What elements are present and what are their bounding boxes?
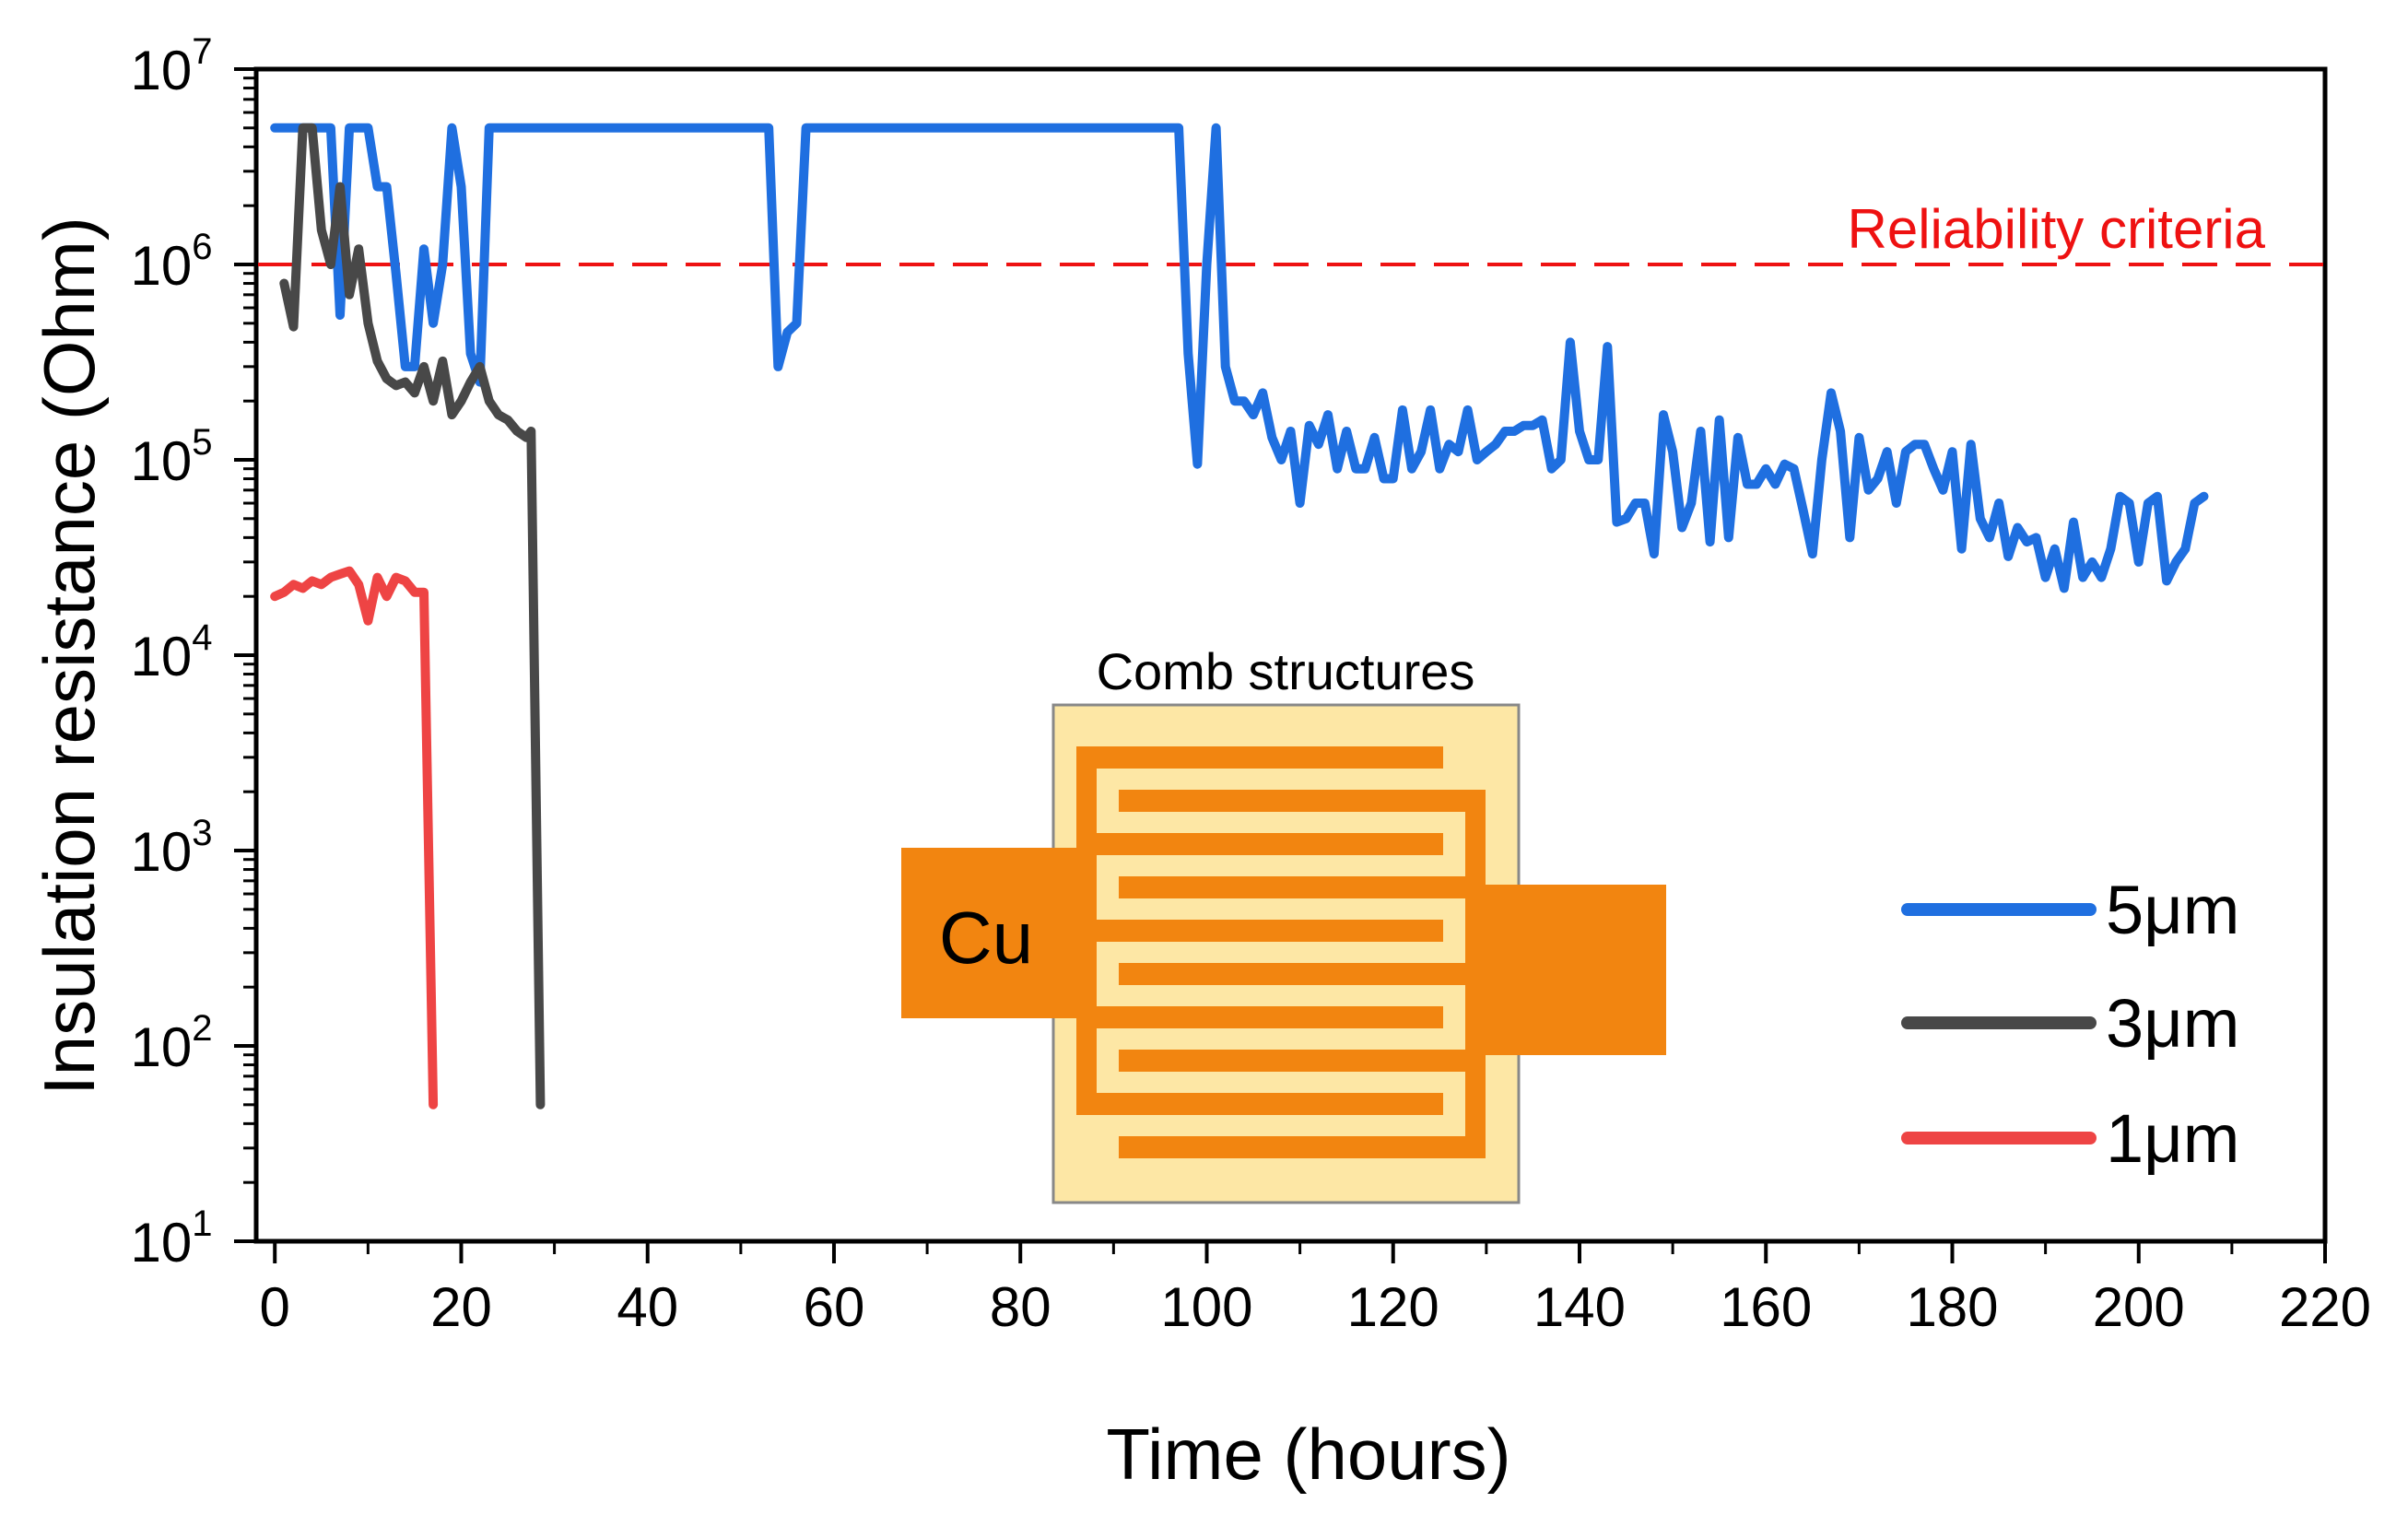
inset-title: Comb structures <box>1097 642 1475 700</box>
left-comb-finger <box>1076 1006 1443 1028</box>
y-tick-label: 106 <box>131 227 213 297</box>
comb-structure-inset: Comb structures Cu <box>901 642 1666 1204</box>
right-comb-finger <box>1119 876 1486 898</box>
x-tick-label: 40 <box>617 1276 678 1338</box>
y-tick-label: 105 <box>131 422 213 492</box>
series-line-2 <box>270 566 439 1109</box>
x-axis-ticks: 0 20 40 60 80 100 120 140 160 180 200 220 <box>260 1241 2371 1338</box>
left-comb-finger <box>1076 920 1443 942</box>
cu-label: Cu <box>939 897 1033 979</box>
y-tick-label: 107 <box>131 31 213 101</box>
y-tick-label: 104 <box>131 617 213 687</box>
x-tick-label: 180 <box>1906 1276 1998 1338</box>
y-axis-ticks: 101 102 103 104 105 106 107 <box>131 31 256 1274</box>
data-series <box>270 123 2209 1109</box>
x-tick-label: 20 <box>430 1276 492 1338</box>
right-comb-finger <box>1119 1050 1486 1072</box>
y-tick-label: 103 <box>131 813 213 883</box>
y-tick-label: 102 <box>131 1008 213 1078</box>
y-tick-label: 101 <box>131 1203 213 1274</box>
right-cu-pad <box>1482 885 1666 1055</box>
legend: 5μm 3μm 1μm <box>1901 872 2239 1177</box>
x-tick-label: 220 <box>2279 1276 2371 1338</box>
x-tick-label: 0 <box>260 1276 290 1338</box>
legend-label: 3μm <box>2106 985 2239 1062</box>
left-comb-finger <box>1076 833 1443 855</box>
x-axis-title: Time (hours) <box>1106 1414 1510 1495</box>
x-tick-label: 100 <box>1160 1276 1252 1338</box>
right-comb-finger <box>1119 790 1486 812</box>
legend-label: 5μm <box>2106 872 2239 948</box>
left-comb-finger <box>1076 1093 1443 1115</box>
x-tick-label: 120 <box>1347 1276 1439 1338</box>
series-line-0 <box>270 123 2209 593</box>
x-tick-label: 80 <box>990 1276 1051 1338</box>
x-tick-label: 160 <box>1720 1276 1812 1338</box>
x-tick-label: 140 <box>1533 1276 1626 1338</box>
reliability-criteria-label: Reliability criteria <box>1848 198 2266 260</box>
series-line-1 <box>279 123 546 1109</box>
legend-label: 1μm <box>2106 1100 2239 1177</box>
right-comb-finger <box>1119 963 1486 985</box>
left-cu-pad <box>901 848 1090 1018</box>
x-tick-label: 200 <box>2093 1276 2185 1338</box>
inset-background <box>1051 703 1521 1204</box>
y-axis-title: Insulation resistance (Ohm) <box>29 217 110 1096</box>
left-comb-finger <box>1076 746 1443 769</box>
right-comb-finger <box>1119 1136 1486 1158</box>
x-tick-label: 60 <box>804 1276 865 1338</box>
